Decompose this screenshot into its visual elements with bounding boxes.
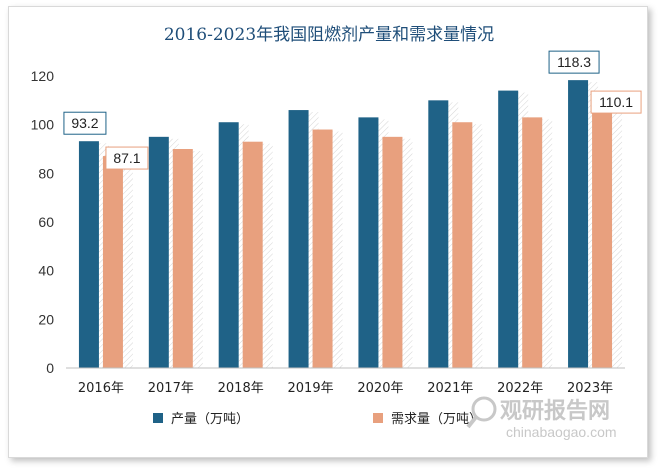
x-tick-label: 2017年 xyxy=(148,381,194,396)
y-tick-label: 0 xyxy=(46,360,54,376)
bar-demand xyxy=(312,129,333,368)
bar-demand xyxy=(172,149,193,368)
bar-production xyxy=(148,136,169,368)
x-tick-label: 2022年 xyxy=(497,381,543,396)
y-tick-label: 60 xyxy=(38,214,54,230)
y-axis: 0 20 40 60 80 100 120 xyxy=(31,68,55,376)
data-label-box xyxy=(590,90,642,114)
y-tick-label: 40 xyxy=(38,263,54,279)
legend-swatch xyxy=(153,413,163,423)
x-tick-label: 2018年 xyxy=(218,381,264,396)
watermark-text-en: chinabaogao.com xyxy=(506,424,617,440)
legend-item-production: 产量（万吨） xyxy=(153,412,249,427)
legend: 产量（万吨） 需求量（万吨） xyxy=(153,412,482,427)
bar-production xyxy=(78,141,99,368)
data-label: 87.1 xyxy=(105,146,149,170)
legend-swatch xyxy=(373,413,383,423)
y-tick-label: 80 xyxy=(38,165,54,181)
bar-demand xyxy=(382,136,403,368)
bar-demand xyxy=(522,117,543,368)
data-label: 110.1 xyxy=(590,90,642,114)
y-tick-label: 120 xyxy=(31,68,55,84)
data-label-text: 118.3 xyxy=(557,54,591,70)
bar-demand xyxy=(242,141,263,368)
y-tick-label: 100 xyxy=(31,117,55,133)
x-tick-label: 2020年 xyxy=(357,381,403,396)
bar-demand xyxy=(592,100,613,368)
data-label-text: 93.2 xyxy=(71,115,98,131)
chart-title: 2016-2023年我国阻燃剂产量和需求量情况 xyxy=(164,25,494,45)
x-tick-label: 2021年 xyxy=(427,381,473,396)
legend-item-demand: 需求量（万吨） xyxy=(373,412,482,427)
bar-production xyxy=(288,110,309,369)
bar-demand xyxy=(452,122,473,368)
data-label-box xyxy=(63,111,107,135)
data-label: 93.2 xyxy=(63,111,107,135)
data-label: 118.3 xyxy=(548,50,600,74)
data-label-text: 110.1 xyxy=(599,94,633,110)
bars xyxy=(78,80,613,369)
x-tick-label: 2023年 xyxy=(567,381,613,396)
bar-demand xyxy=(102,156,123,368)
legend-label: 产量（万吨） xyxy=(171,412,249,427)
bar-production xyxy=(568,80,589,369)
bar-production xyxy=(358,117,379,368)
x-axis: 2016年 2017年 2018年 2019年 2020年 2021年 2022年 2023年 xyxy=(66,367,625,396)
x-tick-label: 2019年 xyxy=(288,381,334,396)
bar-production xyxy=(218,122,239,368)
x-tick-label: 2016年 xyxy=(78,381,124,396)
data-label-box xyxy=(548,50,600,74)
magnifier-logo-icon xyxy=(466,396,497,429)
bar-production xyxy=(428,100,449,368)
bar-production xyxy=(498,90,519,368)
watermark-text-cn: 观研报告网 xyxy=(500,399,610,424)
data-labels: 93.2 87.1 118.3 110.1 xyxy=(63,50,642,170)
data-label-text: 87.1 xyxy=(113,150,140,166)
legend-label: 需求量（万吨） xyxy=(391,412,482,427)
y-tick-label: 20 xyxy=(38,311,54,327)
data-label-box xyxy=(105,146,149,170)
